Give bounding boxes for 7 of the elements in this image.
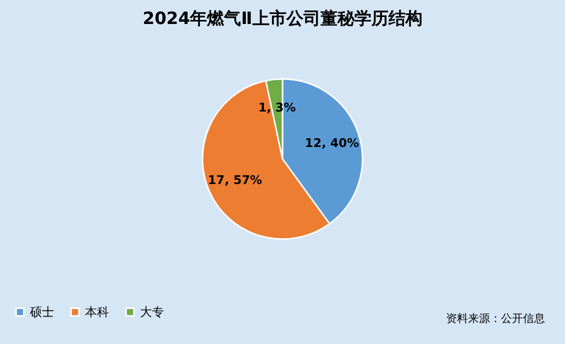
legend-label: 本科 — [85, 305, 109, 320]
data-label: 12, 40% — [304, 136, 360, 150]
legend-label: 硕士 — [29, 305, 54, 320]
text: 资料来源：公开信息 — [446, 312, 545, 325]
chart-title: 2024年燃气Ⅱ上市公司董秘学历结构 — [142, 9, 422, 29]
legend-label: 大专 — [140, 305, 164, 320]
data-label: 17, 57% — [208, 173, 262, 188]
